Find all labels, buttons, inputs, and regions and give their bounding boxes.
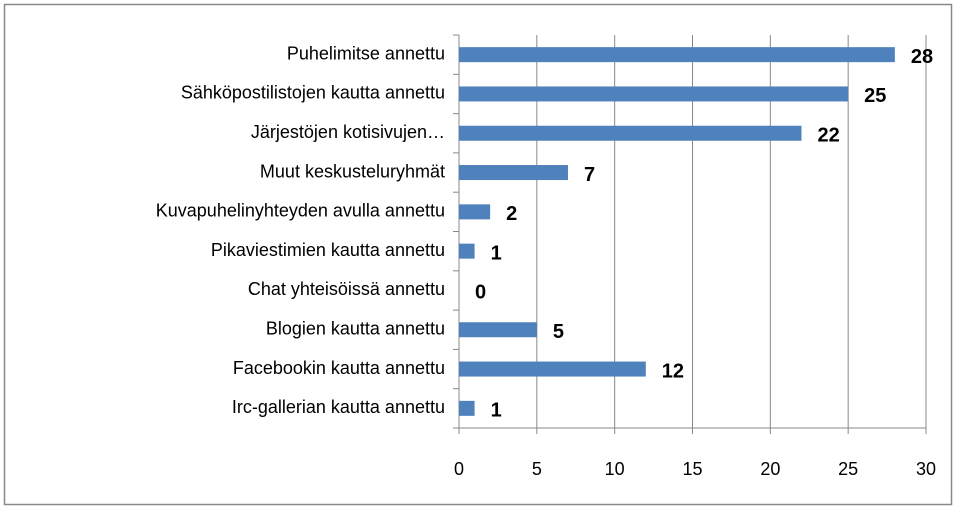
y-tick-label: Facebookin kautta annettu [233, 358, 445, 378]
data-label: 7 [584, 164, 595, 186]
y-tick-label: Sähköpostilistojen kautta annettu [181, 83, 445, 103]
x-tick-label: 25 [838, 459, 858, 479]
y-tick-label: Irc-gallerian kautta annettu [232, 397, 445, 417]
bar [459, 125, 802, 141]
data-label: 28 [911, 46, 933, 68]
y-tick-label: Puhelimitse annettu [287, 43, 445, 63]
data-label: 12 [662, 360, 684, 382]
data-label: 5 [553, 321, 564, 343]
y-tick-label: Muut keskusteluryhmät [260, 161, 445, 181]
x-tick-label: 0 [454, 459, 464, 479]
y-tick-label: Järjestöjen kotisivujen… [251, 122, 445, 142]
x-tick-label: 5 [532, 459, 542, 479]
bar [459, 243, 475, 259]
chart-frame [3, 3, 953, 506]
bar [459, 322, 537, 338]
data-label: 22 [817, 125, 839, 147]
bar [459, 361, 646, 377]
y-tick-label: Chat yhteisöissä annettu [248, 279, 445, 299]
bar [459, 86, 849, 102]
x-tick-label: 30 [916, 459, 936, 479]
data-label: 1 [491, 242, 502, 264]
y-tick-label: Pikaviestimien kautta annettu [211, 240, 445, 260]
y-tick-label: Blogien kautta annettu [266, 319, 445, 339]
x-tick-label: 10 [605, 459, 625, 479]
bar [459, 204, 491, 220]
data-label: 2 [506, 203, 517, 225]
data-label: 1 [491, 400, 502, 422]
bar [459, 165, 568, 181]
bar [459, 400, 475, 416]
data-label: 0 [475, 282, 486, 304]
bar [459, 47, 895, 63]
x-tick-label: 20 [760, 459, 780, 479]
y-tick-label: Kuvapuhelinyhteyden avulla annettu [156, 201, 445, 221]
x-tick-label: 15 [682, 459, 702, 479]
data-label: 25 [864, 85, 886, 107]
